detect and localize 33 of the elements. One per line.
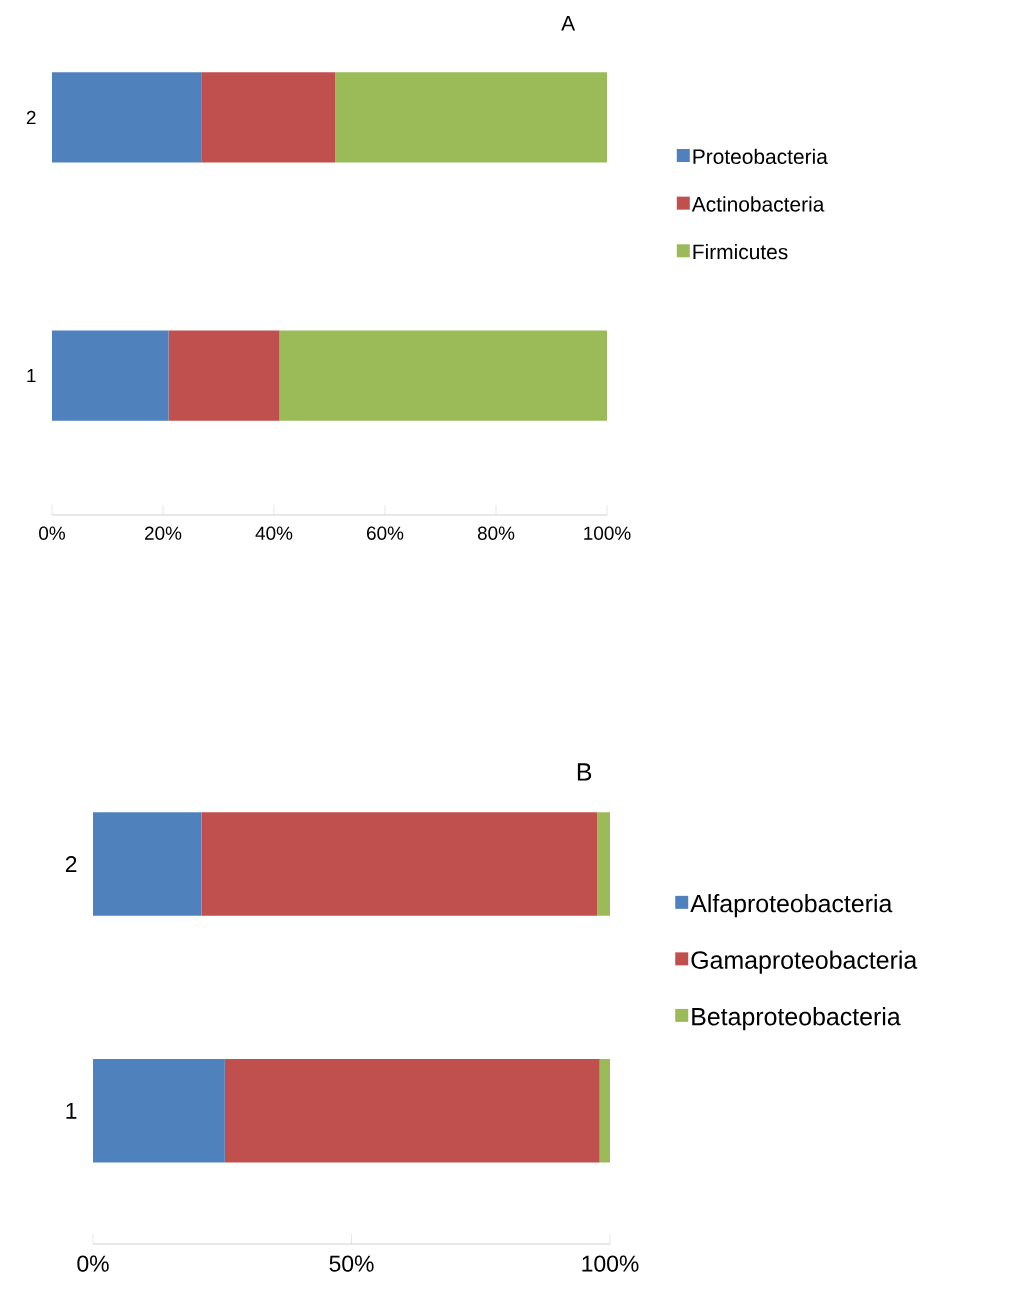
x-tick-label: 0% xyxy=(77,1255,109,1272)
legend-label: Gamaproteobacteria xyxy=(691,950,918,974)
legend-label: Proteobacteria xyxy=(693,148,828,165)
text: B xyxy=(577,763,592,781)
legend-label: Betaproteobacteria xyxy=(692,1007,901,1031)
bar xyxy=(597,812,611,916)
x-tick-label: 50% xyxy=(329,1255,374,1272)
x-tick-label: 100% xyxy=(584,526,631,540)
bar xyxy=(52,330,169,421)
bar xyxy=(599,1058,611,1163)
bar xyxy=(93,812,202,916)
legend-label: Firmicutes xyxy=(693,243,788,260)
bar xyxy=(335,72,608,163)
legend-label: Alfaproteobacteria xyxy=(690,894,893,918)
bar xyxy=(224,1058,600,1163)
bar xyxy=(201,812,598,916)
y-tick-label: 1 xyxy=(27,369,36,383)
y-tick-label: 2 xyxy=(65,856,77,873)
bar xyxy=(52,72,202,163)
y-tick-label: 1 xyxy=(66,1102,77,1119)
bar xyxy=(279,330,608,421)
x-tick-label: 0% xyxy=(39,526,65,540)
x-tick-label: 40% xyxy=(255,526,293,540)
x-tick-label: 60% xyxy=(367,526,404,540)
bar xyxy=(93,1058,225,1163)
x-tick-label: 100% xyxy=(582,1255,639,1272)
legend-label: Actinobacteria xyxy=(691,196,825,212)
x-tick-label: 80% xyxy=(477,526,515,540)
x-tick-label: 20% xyxy=(145,526,182,540)
y-tick-label: 2 xyxy=(26,110,36,125)
text: A xyxy=(561,16,576,31)
bar xyxy=(201,72,336,163)
bar xyxy=(168,330,280,421)
